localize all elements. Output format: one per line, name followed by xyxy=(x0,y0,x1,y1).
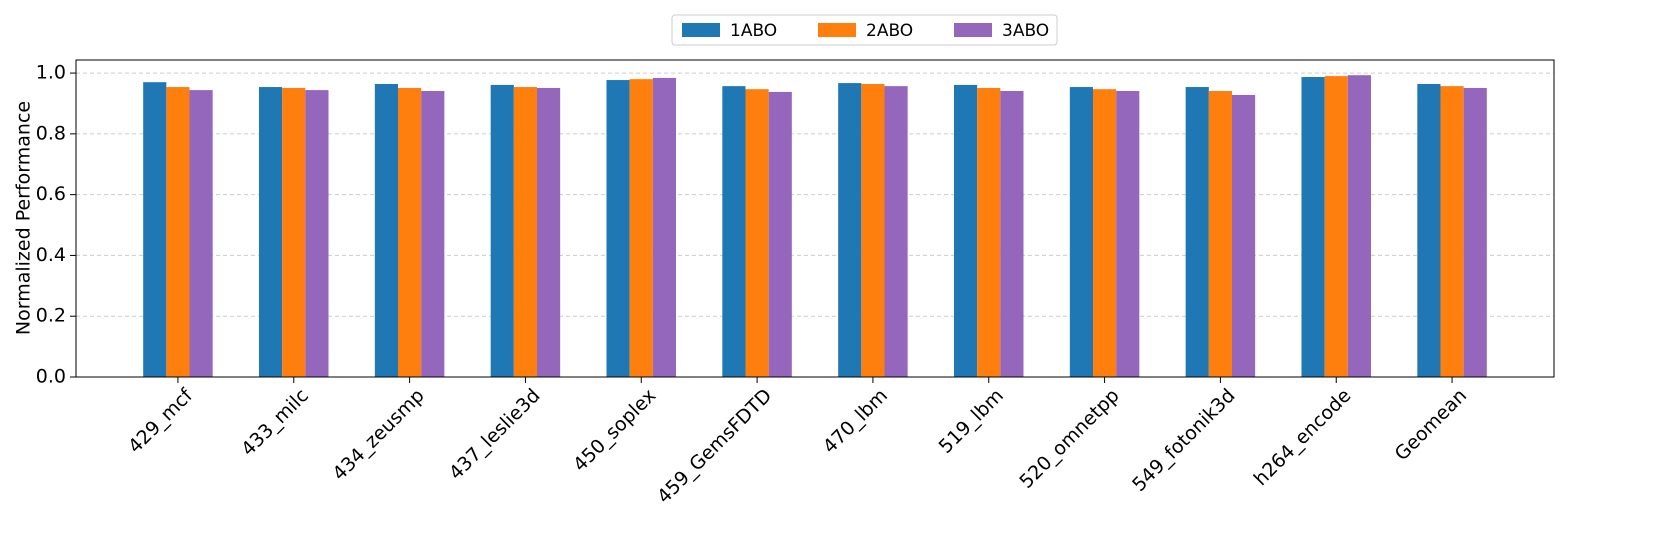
x-tick-label: 433_milc xyxy=(237,385,313,461)
bar xyxy=(838,83,862,377)
y-tick-label: 0.6 xyxy=(36,183,66,205)
bar xyxy=(1092,89,1117,378)
bar xyxy=(305,90,329,377)
bar xyxy=(537,87,561,378)
bar xyxy=(513,87,538,377)
y-tick-label: 0.8 xyxy=(36,122,66,144)
legend-swatch xyxy=(818,23,856,37)
x-tick-label: 520_omnetpp xyxy=(1015,385,1123,493)
x-tick-label: Geomean xyxy=(1391,385,1472,466)
bar xyxy=(629,79,653,378)
bar xyxy=(398,87,422,378)
x-tick-label: 519_lbm xyxy=(935,385,1008,458)
bar xyxy=(1116,91,1140,377)
x-tick-label: 450_soplex xyxy=(569,385,660,476)
x-tick-label: 459_GemsFDTD xyxy=(653,385,776,508)
legend-swatch xyxy=(682,23,720,37)
legend-label: 1ABO xyxy=(730,21,777,41)
bar xyxy=(1069,87,1093,377)
x-tick-label: 437_leslie3d xyxy=(445,385,545,485)
x-tick-label: 470_lbm xyxy=(819,385,892,458)
legend-swatch xyxy=(954,23,992,37)
bar xyxy=(1463,87,1487,378)
bar xyxy=(1000,91,1024,377)
bar xyxy=(259,87,283,377)
bar xyxy=(374,84,399,377)
bar xyxy=(953,84,978,378)
bar xyxy=(143,82,167,378)
bar xyxy=(166,87,190,377)
legend-label: 3ABO xyxy=(1002,21,1049,41)
bar xyxy=(1440,86,1464,377)
y-tick-label: 0.4 xyxy=(36,244,66,266)
x-tick-label: 549_fotonik3d xyxy=(1128,385,1239,496)
plot-frame xyxy=(75,59,1555,378)
bar xyxy=(768,91,792,377)
bar xyxy=(189,90,213,377)
bar xyxy=(1417,84,1441,377)
bar xyxy=(1347,75,1371,378)
x-tick-label: 434_zeusmp xyxy=(328,385,428,485)
y-axis-label: Normalized Performance xyxy=(13,101,35,335)
x-tick-label: 429_mcf xyxy=(124,384,198,458)
bar xyxy=(745,89,769,378)
y-tick-label: 0.2 xyxy=(36,305,66,327)
x-tick-label: h264_encode xyxy=(1250,385,1356,491)
y-tick-label: 1.0 xyxy=(36,62,66,84)
bar xyxy=(722,86,746,377)
bar xyxy=(884,86,908,377)
bar xyxy=(606,80,630,377)
bar xyxy=(977,87,1001,378)
bar xyxy=(652,77,677,377)
bar xyxy=(490,84,514,378)
legend-box xyxy=(671,14,1058,46)
bar xyxy=(282,87,306,378)
bar xyxy=(1324,76,1348,378)
bar xyxy=(421,91,445,377)
bar xyxy=(1185,87,1209,377)
legend-label: 2ABO xyxy=(866,21,913,41)
bar xyxy=(1208,91,1232,377)
bar xyxy=(1301,77,1325,377)
y-tick-label: 0.0 xyxy=(36,366,66,388)
bar xyxy=(861,84,885,377)
bar xyxy=(1231,94,1256,378)
